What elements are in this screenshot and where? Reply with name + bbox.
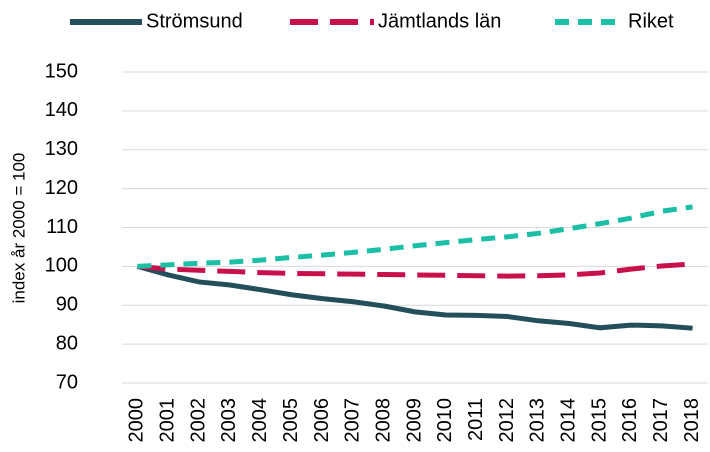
x-tick-label: 2006: [311, 398, 333, 443]
y-tick-label: 150: [45, 60, 78, 82]
y-tick-label: 90: [56, 294, 78, 316]
x-tick-label: 2003: [218, 398, 240, 443]
legend-label: Jämtlands län: [378, 10, 501, 32]
x-tick-label: 2018: [681, 398, 703, 443]
x-tick-label: 2011: [465, 398, 487, 441]
y-tick-label: 120: [45, 177, 78, 199]
legend-label: Strömsund: [146, 10, 243, 32]
y-tick-label: 140: [45, 99, 78, 121]
x-tick-label: 2013: [527, 398, 549, 443]
x-tick-label: 2012: [496, 398, 518, 443]
y-axis-label: index år 2000 = 100: [9, 153, 28, 304]
x-tick-label: 2008: [372, 398, 394, 443]
y-tick-label: 100: [45, 255, 78, 277]
y-tick-label: 130: [45, 138, 78, 160]
x-tick-label: 2004: [249, 398, 271, 443]
y-tick-label: 80: [56, 332, 78, 354]
x-tick-label: 2009: [403, 398, 425, 443]
x-tick-label: 2005: [280, 398, 302, 443]
x-tick-label: 2000: [126, 398, 148, 443]
x-tick-label: 2016: [619, 398, 641, 443]
x-tick-label: 2010: [434, 398, 456, 443]
line-series: [137, 261, 693, 279]
line-series: [137, 204, 693, 269]
x-tick-label: 2017: [650, 398, 672, 443]
y-tick-label: 110: [46, 216, 78, 238]
x-tick-label: 2002: [187, 398, 209, 443]
x-tick-label: 2015: [588, 398, 610, 443]
legend-label: Riket: [628, 10, 674, 32]
x-tick-label: 2014: [557, 398, 579, 443]
y-tick-label: 70: [56, 371, 78, 393]
x-tick-label: 2007: [342, 398, 364, 443]
x-tick-label: 2001: [157, 398, 179, 443]
line-series: [136, 263, 693, 331]
